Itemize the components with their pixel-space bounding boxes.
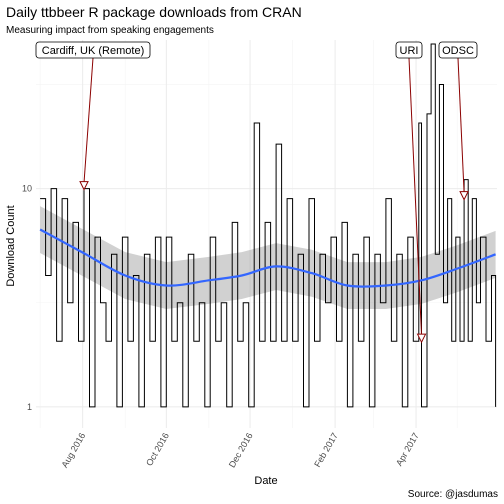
series-layer	[40, 43, 497, 408]
y-tick-label: 1	[27, 402, 32, 412]
smooth-layer	[39, 228, 496, 288]
y-axis-ticks: 1 10	[22, 184, 32, 412]
annotation-arrowhead	[79, 181, 89, 191]
annotation-label: Cardiff, UK (Remote)	[42, 45, 145, 57]
annotation-label: URI	[400, 45, 419, 57]
annotation-pointer	[83, 57, 94, 183]
annotation-label: ODSC	[442, 45, 474, 57]
chart-subtitle: Measuring impact from speaking engagemen…	[6, 25, 214, 36]
annotations-layer: Cardiff, UK (Remote) URI ODSC	[35, 41, 478, 344]
x-axis-title: Date	[254, 475, 277, 487]
annotation-pointer	[408, 57, 423, 336]
x-tick-label: Aug 2016	[59, 431, 87, 469]
grid-lines	[36, 40, 497, 428]
annotation-arrowhead	[416, 333, 427, 344]
smooth-trend-line	[39, 228, 496, 288]
x-tick-label: Dec 2016	[227, 431, 255, 469]
x-tick-label: Feb 2017	[312, 431, 340, 469]
annotation-label-box	[35, 41, 151, 59]
x-tick-label: Oct 2016	[144, 431, 171, 468]
x-tick-label: Apr 2017	[394, 431, 421, 468]
annotation-label-box	[395, 41, 423, 59]
chart-caption: Source: @jasdumas	[408, 489, 498, 500]
chart-title: Daily ttbbeer R package downloads from C…	[6, 4, 302, 20]
annotation-pointer	[457, 57, 465, 193]
y-axis-title: Download Count	[5, 205, 17, 286]
y-tick-label: 10	[22, 184, 32, 194]
x-axis-ticks: Aug 2016 Oct 2016 Dec 2016 Feb 2017 Apr 2017	[59, 431, 420, 469]
annotation-label-box	[438, 41, 478, 59]
series-line-downloads	[40, 43, 497, 408]
annotation-arrowhead	[459, 191, 469, 201]
